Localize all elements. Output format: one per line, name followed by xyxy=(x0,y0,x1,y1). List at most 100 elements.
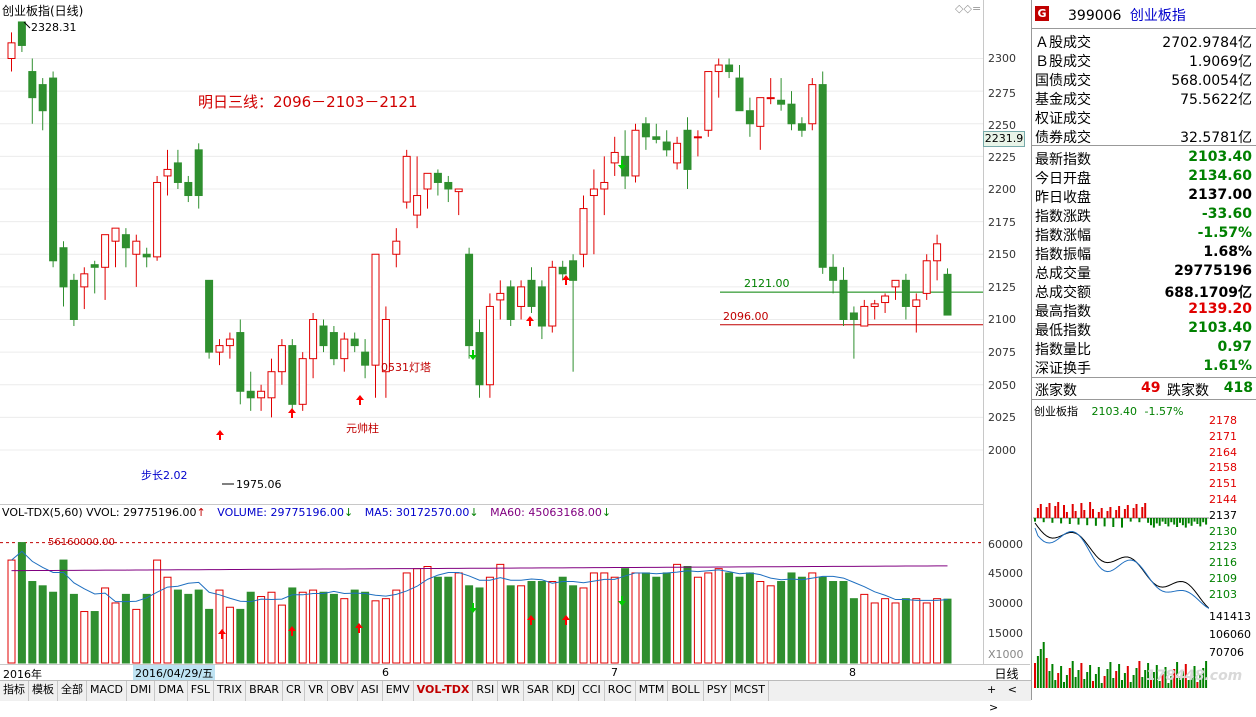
toolbar-button-cr[interactable]: CR xyxy=(283,681,306,701)
candle-body xyxy=(444,181,453,190)
toolbar-button-asi[interactable]: ASI xyxy=(358,681,383,701)
toolbar-button-mcst[interactable]: MCST xyxy=(731,681,769,701)
toolbar-button-fsl[interactable]: FSL xyxy=(188,681,214,701)
forecast-text: 明日三线：2096－2103－2121 xyxy=(198,93,418,111)
toolbar-button-roc[interactable]: ROC xyxy=(605,681,636,701)
candle-body xyxy=(870,303,879,307)
quote-row: 债券成交 32.5781亿 xyxy=(1032,126,1254,146)
down-arrow-icon: ↓ xyxy=(343,506,354,519)
menu-icon[interactable]: = xyxy=(971,2,982,15)
divider xyxy=(1032,145,1256,146)
volume-bar xyxy=(49,591,58,664)
index-name: 创业板指 xyxy=(1129,8,1186,24)
down-arrow-icon xyxy=(469,350,477,360)
diamond-icon[interactable]: ◇ xyxy=(955,2,964,15)
toolbar-button-sar[interactable]: SAR xyxy=(524,681,554,701)
candle-body xyxy=(693,136,702,139)
candle-body xyxy=(7,42,16,59)
period-label[interactable]: 日线 xyxy=(983,664,1030,681)
index-code: 399006 创业板指 xyxy=(1068,5,1186,25)
quote-row: 国债成交 568.0054亿 xyxy=(1032,69,1254,89)
toolbar-button-vr[interactable]: VR xyxy=(305,681,328,701)
candle-body xyxy=(537,286,546,327)
candle-body xyxy=(912,299,921,307)
quote-row: 昨日收盘 2137.00 xyxy=(1032,186,1254,206)
volume-bar xyxy=(80,611,89,664)
toolbar-button-trix[interactable]: TRIX xyxy=(214,681,247,701)
y-tick: 2150 xyxy=(988,248,1016,261)
volume-bar xyxy=(600,572,609,664)
candle-body xyxy=(194,149,203,197)
toolbar-button-vol-tdx[interactable]: VOL-TDX xyxy=(414,681,474,701)
quote-row: 最低指数 2103.40 xyxy=(1032,319,1254,339)
down-arrow-icon xyxy=(469,603,477,613)
vol-tick: 30000 xyxy=(988,597,1023,610)
toolbar-button-mtm[interactable]: MTM xyxy=(636,681,669,701)
quote-row: 权证成交 xyxy=(1032,107,1254,127)
zoom-in-button[interactable]: + xyxy=(987,683,997,696)
candle-body xyxy=(49,77,58,262)
scroll-left-button[interactable]: < xyxy=(1007,683,1017,696)
candle-body xyxy=(267,371,276,399)
window-controls[interactable]: ◇◇= xyxy=(955,2,981,15)
volume-chart-panel[interactable]: VOL-TDX(5,60) VVOL: 29775196.00↑ VOLUME:… xyxy=(0,504,984,665)
up-count-label: 涨家数 xyxy=(1035,383,1077,399)
toolbar-button-wr[interactable]: WR xyxy=(498,681,524,701)
candle-body xyxy=(225,338,234,347)
candle-body xyxy=(402,155,411,203)
toolbar-button-dmi[interactable]: DMI xyxy=(127,681,156,701)
quote-value: 75.5622亿 xyxy=(1180,92,1252,108)
volume-bar xyxy=(132,608,141,664)
volume-bar xyxy=(454,572,463,664)
mini-axis-tick: 2158 xyxy=(1209,461,1237,475)
y-tick: 2275 xyxy=(988,87,1016,100)
toolbar-button-全部[interactable]: 全部 xyxy=(58,681,87,701)
mini-value: 2103.40 xyxy=(1091,405,1138,418)
toolbar-button-macd[interactable]: MACD xyxy=(87,681,127,701)
toolbar-button-brar[interactable]: BRAR xyxy=(246,681,284,701)
mini-axis-tick: 2123 xyxy=(1209,540,1237,554)
candle-body xyxy=(725,64,734,73)
toolbar-button-emv[interactable]: EMV xyxy=(383,681,414,701)
mini-index-line xyxy=(1034,522,1209,609)
candle-body xyxy=(80,273,89,288)
candle-body xyxy=(184,181,193,197)
toolbar-button-rsi[interactable]: RSI xyxy=(473,681,499,701)
volume-svg xyxy=(0,542,983,664)
quote-label: 国债成交 xyxy=(1035,73,1091,89)
toolbar-button-模板[interactable]: 模板 xyxy=(29,681,58,701)
toolbar-button-指标[interactable]: 指标 xyxy=(0,681,29,701)
volume-bar xyxy=(475,587,484,664)
diamond-icon[interactable]: ◇ xyxy=(963,2,972,15)
candle-body xyxy=(142,253,151,258)
mini-vol-tick: 141413 xyxy=(1209,610,1251,623)
quote-row: 指数振幅 1.68% xyxy=(1032,243,1254,263)
volume-bar xyxy=(7,559,16,664)
quote-label: 今日开盘 xyxy=(1035,171,1091,187)
toolbar-button-obv[interactable]: OBV xyxy=(328,681,358,701)
toolbar-button-psy[interactable]: PSY xyxy=(704,681,732,701)
toolbar-button-dma[interactable]: DMA xyxy=(155,681,188,701)
vol-ma60-label: MA60: 45063168.00 xyxy=(490,506,602,519)
volume-bar xyxy=(610,576,619,664)
divider xyxy=(1032,377,1256,378)
candle-body xyxy=(922,260,931,294)
divider xyxy=(1032,28,1256,29)
toolbar-button-boll[interactable]: BOLL xyxy=(668,681,704,701)
candle-body xyxy=(28,71,37,99)
candle-body xyxy=(818,84,827,268)
toolbar-button-cci[interactable]: CCI xyxy=(579,681,605,701)
y-tick: 2300 xyxy=(988,52,1016,65)
candle-body xyxy=(454,188,463,193)
y-tick: 2175 xyxy=(988,216,1016,229)
volume-bar xyxy=(298,591,307,664)
toolbar-button-kdj[interactable]: KDJ xyxy=(553,681,580,701)
volume-bar xyxy=(257,596,266,664)
candlestick-chart-panel[interactable]: 创业板指(日线) ◇◇= 明日三线：2096－2103－2121 2328.31… xyxy=(0,0,984,504)
volume-bar xyxy=(236,608,245,664)
scroll-right-button[interactable]: > xyxy=(989,701,999,714)
line-2121-label: 2121.00 xyxy=(744,277,790,290)
candle-body xyxy=(673,142,682,164)
candle-body xyxy=(111,227,120,242)
quote-row: 最高指数 2139.20 xyxy=(1032,300,1254,320)
